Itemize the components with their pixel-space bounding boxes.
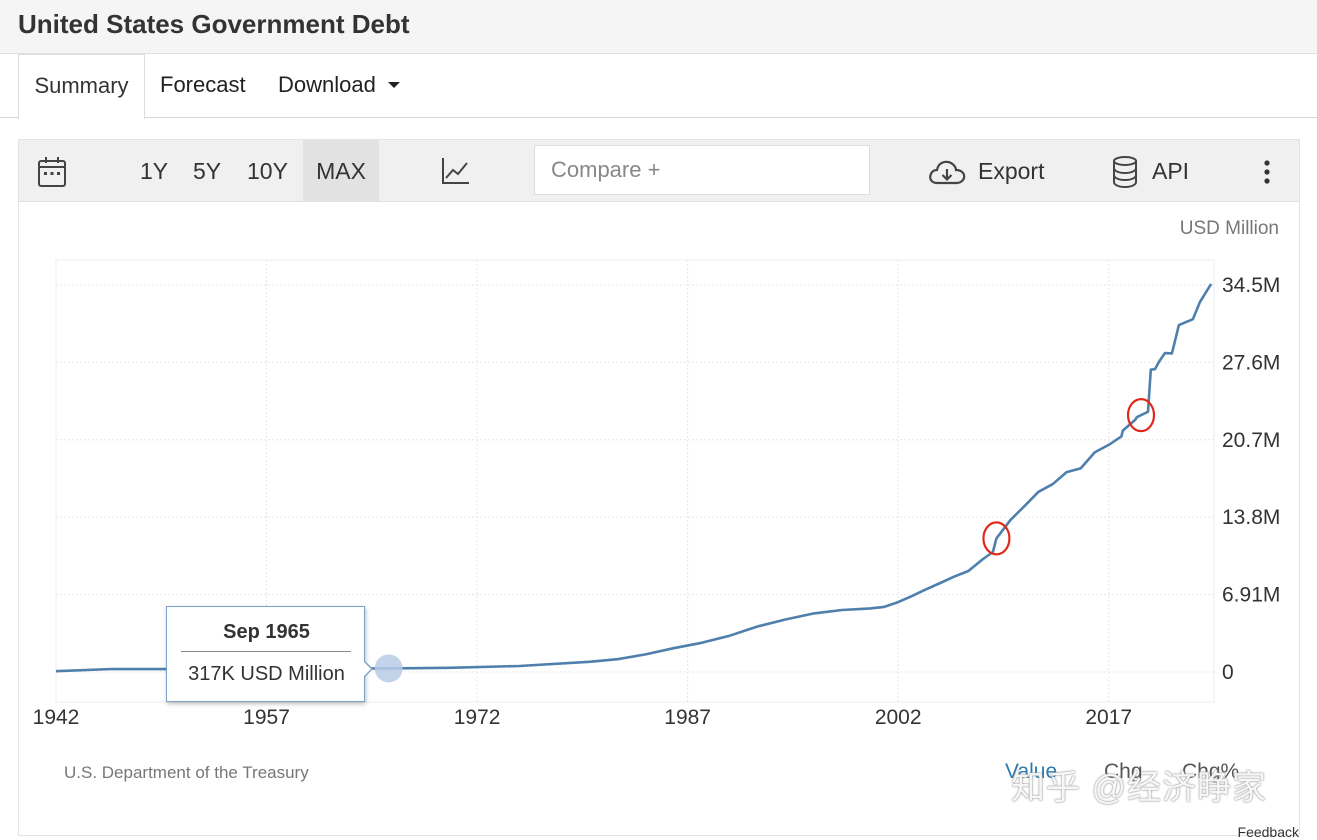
tab-bar: Summary Forecast Download — [0, 54, 1317, 119]
series-line[interactable] — [55, 283, 1213, 673]
y-tick-label: 20.7M — [1222, 429, 1280, 452]
tab-download-label: Download — [278, 72, 376, 97]
tooltip-divider — [181, 651, 351, 652]
tooltip-pointer-inner — [363, 661, 371, 677]
line-chart[interactable]: 1942 1957 1972 1987 2002 2017 0 6.91M 13.8M 20.7… — [19, 140, 1299, 750]
tab-summary[interactable]: Summary — [18, 54, 145, 119]
value-option-value[interactable]: Value — [1005, 760, 1058, 783]
chart-card: 1Y 5Y 10Y MAX Export API USD Million 194… — [18, 139, 1300, 840]
feedback-link[interactable]: Feedback — [1237, 824, 1299, 840]
source-label: U.S. Department of the Treasury — [64, 763, 309, 782]
y-tick-label: 13.8M — [1222, 506, 1280, 529]
series-lines — [55, 283, 1213, 683]
y-tick-label: 34.5M — [1222, 274, 1280, 297]
unit-label: USD Million — [1179, 218, 1279, 239]
x-tick-label: 1942 — [33, 706, 80, 729]
chart-toolbar: 1Y 5Y 10Y MAX Export API — [19, 140, 1299, 202]
chart-annotations — [982, 398, 1156, 556]
x-tick-label: 1957 — [243, 706, 290, 729]
plot-frame — [55, 259, 1215, 703]
y-tick-label: 27.6M — [1222, 351, 1280, 374]
y-tick-label: 0 — [1222, 661, 1234, 684]
export-button[interactable]: Export — [978, 158, 1045, 184]
more-vertical-icon[interactable] — [1263, 160, 1271, 184]
tab-forecast[interactable]: Forecast — [160, 72, 246, 97]
api-button[interactable]: API — [1152, 158, 1190, 184]
x-tick-label: 2017 — [1085, 706, 1132, 729]
range-5y-button[interactable]: 5Y — [193, 158, 222, 184]
annotation-circle — [1126, 398, 1156, 433]
annotation-circle — [982, 521, 1011, 556]
page-title: United States Government Debt — [18, 9, 410, 39]
range-max-button[interactable]: MAX — [303, 140, 379, 202]
range-10y-button[interactable]: 10Y — [247, 158, 288, 184]
compare-input[interactable] — [534, 145, 870, 195]
line-chart-icon[interactable] — [441, 156, 471, 186]
x-axis-ticks: 1942 1957 1972 1987 2002 2017 — [33, 706, 1132, 729]
x-tick-label: 1972 — [454, 706, 501, 729]
tooltip-value: 317K USD Million — [188, 663, 345, 685]
x-tick-label: 2002 — [875, 706, 922, 729]
tooltip-date: Sep 1965 — [223, 621, 310, 643]
range-1y-button[interactable]: 1Y — [140, 158, 169, 184]
caret-down-icon — [387, 81, 400, 88]
y-tick-label: 6.91M — [1222, 584, 1280, 607]
page-header: United States Government Debt — [0, 0, 1317, 54]
value-option-chg[interactable]: Chg — [1104, 760, 1143, 783]
watermark-text: 知乎 @经济睁家 — [1011, 769, 1267, 807]
tab-download[interactable]: Download — [278, 54, 400, 118]
chart-tooltip: Sep 1965 317K USD Million — [166, 606, 365, 702]
y-axis-ticks: 0 6.91M 13.8M 20.7M 27.6M 34.5M — [1222, 274, 1280, 684]
cloud-download-icon[interactable] — [927, 157, 967, 187]
value-option-chg-pct[interactable]: Chg% — [1182, 760, 1240, 783]
x-tick-label: 1987 — [664, 706, 711, 729]
database-icon[interactable] — [1111, 155, 1139, 189]
hover-marker[interactable] — [374, 654, 403, 683]
calendar-icon[interactable] — [37, 156, 67, 188]
